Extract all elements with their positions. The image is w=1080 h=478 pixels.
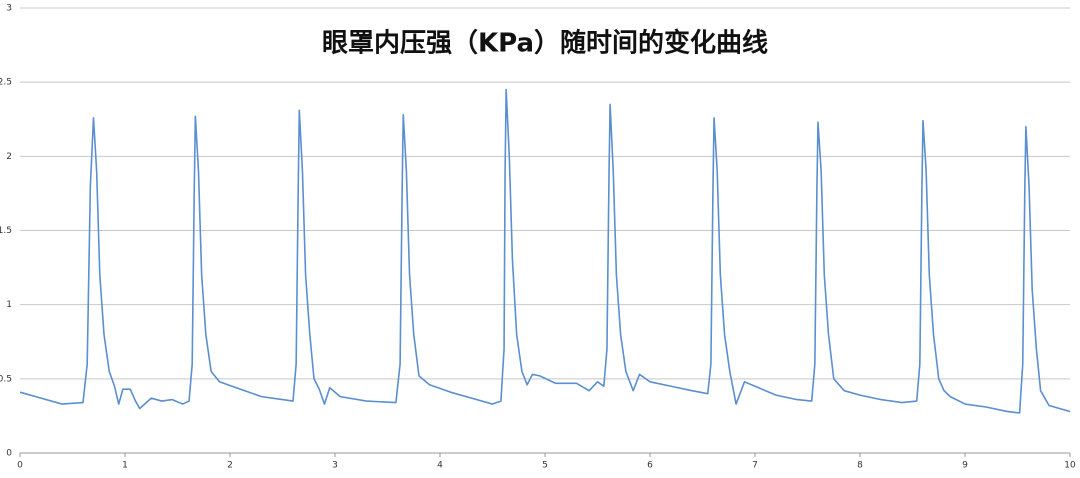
- x-tick-label: 10: [1064, 461, 1076, 471]
- y-tick-label: 0.5: [0, 374, 12, 384]
- y-tick-label: 2: [6, 152, 12, 162]
- x-tick-label: 2: [227, 461, 233, 471]
- x-tick-label: 0: [17, 461, 23, 471]
- data-line: [19, 88, 1071, 414]
- y-tick-label: 0: [6, 449, 12, 459]
- x-tick-label: 4: [437, 461, 443, 471]
- x-tick-label: 5: [542, 461, 548, 471]
- y-tick-label: 2.5: [0, 78, 12, 88]
- y-tick-label: 1: [6, 300, 12, 310]
- x-tick-label: 7: [752, 461, 758, 471]
- y-tick-label: 1.5: [0, 226, 12, 236]
- y-tick-label: 3: [6, 4, 12, 14]
- chart-title: 眼罩内压强（KPa）随时间的变化曲线: [322, 28, 768, 59]
- x-tick-label: 3: [332, 461, 338, 471]
- x-tick-label: 9: [962, 461, 968, 471]
- x-tick-label: 1: [122, 461, 128, 471]
- x-tick-label: 8: [857, 461, 863, 471]
- x-tick-label: 6: [647, 461, 653, 471]
